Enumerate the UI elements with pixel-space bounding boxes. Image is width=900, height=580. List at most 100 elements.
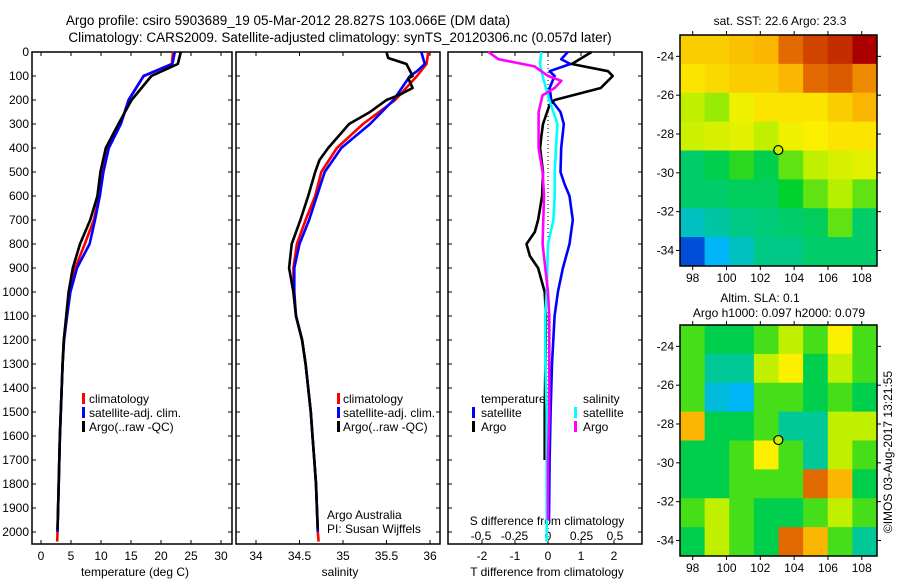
legend-swatch-satellite (82, 407, 85, 418)
sst-map-cell (827, 208, 853, 238)
sst-map-cell (803, 237, 829, 267)
sst-map-cell (680, 92, 706, 123)
depth-tick-label: 1100 (3, 309, 29, 323)
sst-map-cell (803, 150, 829, 180)
depth-tick-label: 1500 (2, 405, 29, 419)
sla-map-cell (778, 411, 804, 441)
depth-tick-label: 1200 (2, 333, 29, 347)
sst-map-cell (704, 35, 730, 65)
sst-map-cell (827, 63, 853, 94)
sst-map-cell (753, 35, 779, 65)
sla-map-cell (753, 527, 779, 557)
sla-map-cell (753, 411, 779, 441)
title-line-1: Argo profile: csiro 5903689_19 05-Mar-20… (66, 13, 510, 28)
sst-map-cell (753, 179, 779, 209)
sst-map-cell (729, 63, 755, 94)
map-x-tick-label: 98 (686, 561, 700, 575)
depth-tick-label: 800 (9, 237, 29, 251)
sla-map-cell (680, 440, 706, 470)
depth-tick-label: 100 (9, 69, 29, 83)
legend-label: climatology (343, 392, 403, 406)
pi-text: PI: Susan Wijffels (327, 522, 421, 536)
depth-tick-label: 1000 (2, 285, 29, 299)
sst-map-cell (680, 35, 706, 65)
sst-map-cell (680, 179, 706, 209)
map-y-tick-label: -32 (657, 495, 675, 509)
sst-map-cell (680, 63, 706, 94)
sst-map-cell (729, 35, 755, 65)
diff-line-s-satellite (538, 51, 559, 542)
sla-map-cell (852, 325, 878, 355)
sst-map-cell (852, 150, 878, 180)
diff-line-s-argo (487, 50, 563, 520)
legend-label: satellite-adj. clim. (89, 406, 181, 420)
sst-map-cell (852, 92, 878, 123)
t-diff-xlabel: T difference from climatology (470, 565, 624, 579)
sst-map-cell (729, 92, 755, 123)
sla-map-cell (827, 440, 853, 470)
sla-map-cell (852, 382, 878, 413)
sla-map-cell (852, 440, 878, 470)
legend-swatch-s-argo (574, 421, 577, 432)
sla-map-cell (680, 382, 706, 413)
sst-map-cell (704, 92, 730, 123)
sla-map-cell (778, 440, 804, 470)
x-tick-label: 5 (68, 549, 75, 563)
x-tick-label: 0 (545, 549, 552, 563)
legend-swatch-satellite (337, 407, 340, 418)
sla-map-cell (704, 353, 730, 384)
depth-tick-label: 900 (9, 261, 29, 275)
sst-map-cell (778, 208, 804, 238)
legend-swatch-argo (337, 421, 340, 432)
sst-map-cell (680, 150, 706, 180)
sla-map-cell (680, 353, 706, 384)
legend-title-temperature: temperature (481, 392, 546, 406)
sst-map-cell (704, 121, 730, 151)
legend-label: Argo(..raw -QC) (89, 420, 174, 434)
sla-map-cell (803, 469, 829, 499)
sst-map-cell (778, 179, 804, 209)
sla-map-cell (827, 527, 853, 557)
depth-tick-label: 700 (9, 213, 29, 227)
x-tick-label: -1 (510, 549, 521, 563)
plot-frame-d (447, 51, 643, 545)
sst-map-cell (680, 121, 706, 151)
sla-map-title: Altim. SLA: 0.1 (720, 291, 800, 305)
sla-map-cell (729, 498, 755, 528)
legend-swatch-climatology (337, 393, 340, 404)
x-tick-label: 1 (578, 549, 585, 563)
sla-map-cell (852, 469, 878, 499)
x-tick-label: 0 (38, 549, 45, 563)
depth-tick-label: 0 (22, 45, 29, 59)
x-tick-label: 20 (154, 549, 168, 563)
sla-map-cell (729, 411, 755, 441)
legend-title-salinity: salinity (583, 392, 620, 406)
sst-map-title: sat. SST: 22.6 Argo: 23.3 (714, 14, 847, 28)
map-x-tick-label: 106 (818, 271, 838, 285)
s-diff-tick-label: 0.5 (607, 529, 624, 543)
sla-map-cell (852, 527, 878, 557)
x-tick-label: 15 (124, 549, 138, 563)
legend-swatch-t-satellite (472, 407, 475, 418)
legend-label: Argo (481, 420, 507, 434)
depth-tick-label: 1700 (2, 453, 29, 467)
sst-map-cell (827, 35, 853, 65)
sla-map-cell (680, 527, 706, 557)
sla-map-cell (680, 325, 706, 355)
sla-map-cell (680, 498, 706, 528)
depth-tick-label: 600 (9, 189, 29, 203)
sla-map-subtitle: Argo h1000: 0.097 h2000: 0.079 (693, 306, 865, 320)
sst-map-cell (704, 179, 730, 209)
sla-map-cell (729, 382, 755, 413)
s-diff-tick-label: -0.5 (471, 529, 492, 543)
sla-map-cell (778, 527, 804, 557)
sla-map-cell (852, 353, 878, 384)
sst-map-cell (753, 208, 779, 238)
sst-map-cell (803, 179, 829, 209)
sla-map-cell (729, 325, 755, 355)
sla-map-cell (827, 498, 853, 528)
sla-map-cell (729, 469, 755, 499)
legend-label: satellite (481, 406, 522, 420)
temperature-line-argo (56, 51, 183, 530)
sst-map-cell (778, 92, 804, 123)
